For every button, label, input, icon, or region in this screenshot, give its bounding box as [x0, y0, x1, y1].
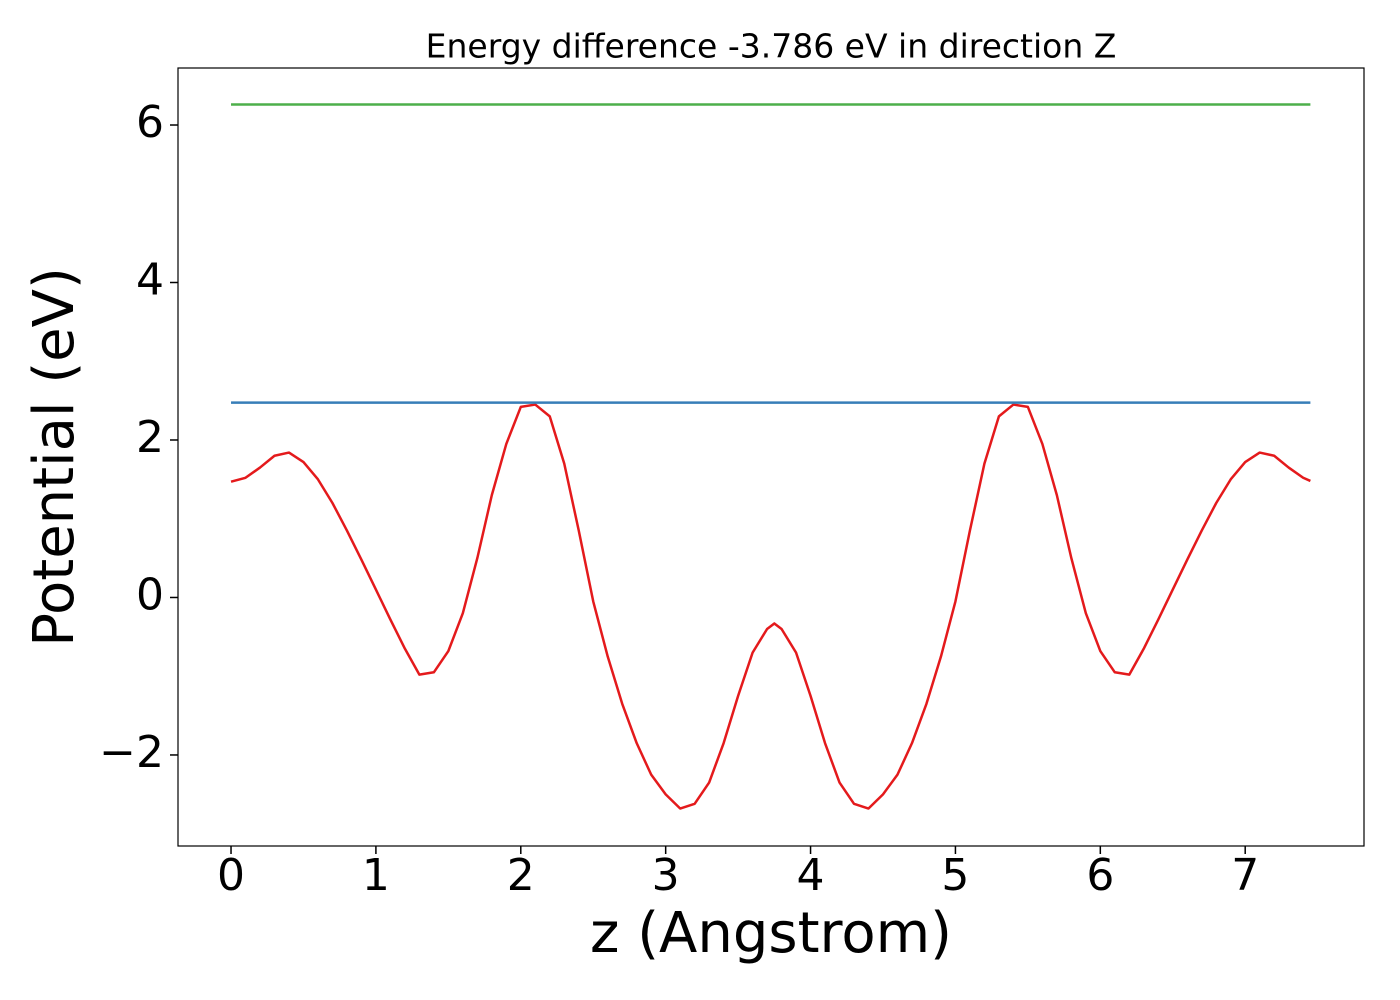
x-axis-label: z (Angstrom): [590, 901, 952, 966]
y-tick-label: 0: [136, 569, 164, 620]
y-axis-label: Potential (eV): [22, 267, 87, 647]
x-tick-label: 5: [941, 850, 969, 901]
x-tick-label: 7: [1231, 850, 1259, 901]
plot-frame: [177, 67, 1365, 847]
x-tick-label: 4: [797, 850, 825, 901]
y-tick-label: 2: [136, 412, 164, 463]
y-tick-label: 4: [136, 255, 164, 306]
y-tick-label: −2: [99, 727, 164, 778]
chart-title: Energy difference -3.786 eV in direction…: [426, 27, 1117, 66]
x-tick-label: 6: [1086, 850, 1114, 901]
x-tick-label: 0: [217, 850, 245, 901]
y-tick-label: 6: [136, 97, 164, 148]
data-line: [230, 403, 1311, 810]
x-tick-label: 2: [507, 850, 535, 901]
x-tick-label: 3: [652, 850, 680, 901]
x-tick-label: 1: [362, 850, 390, 901]
